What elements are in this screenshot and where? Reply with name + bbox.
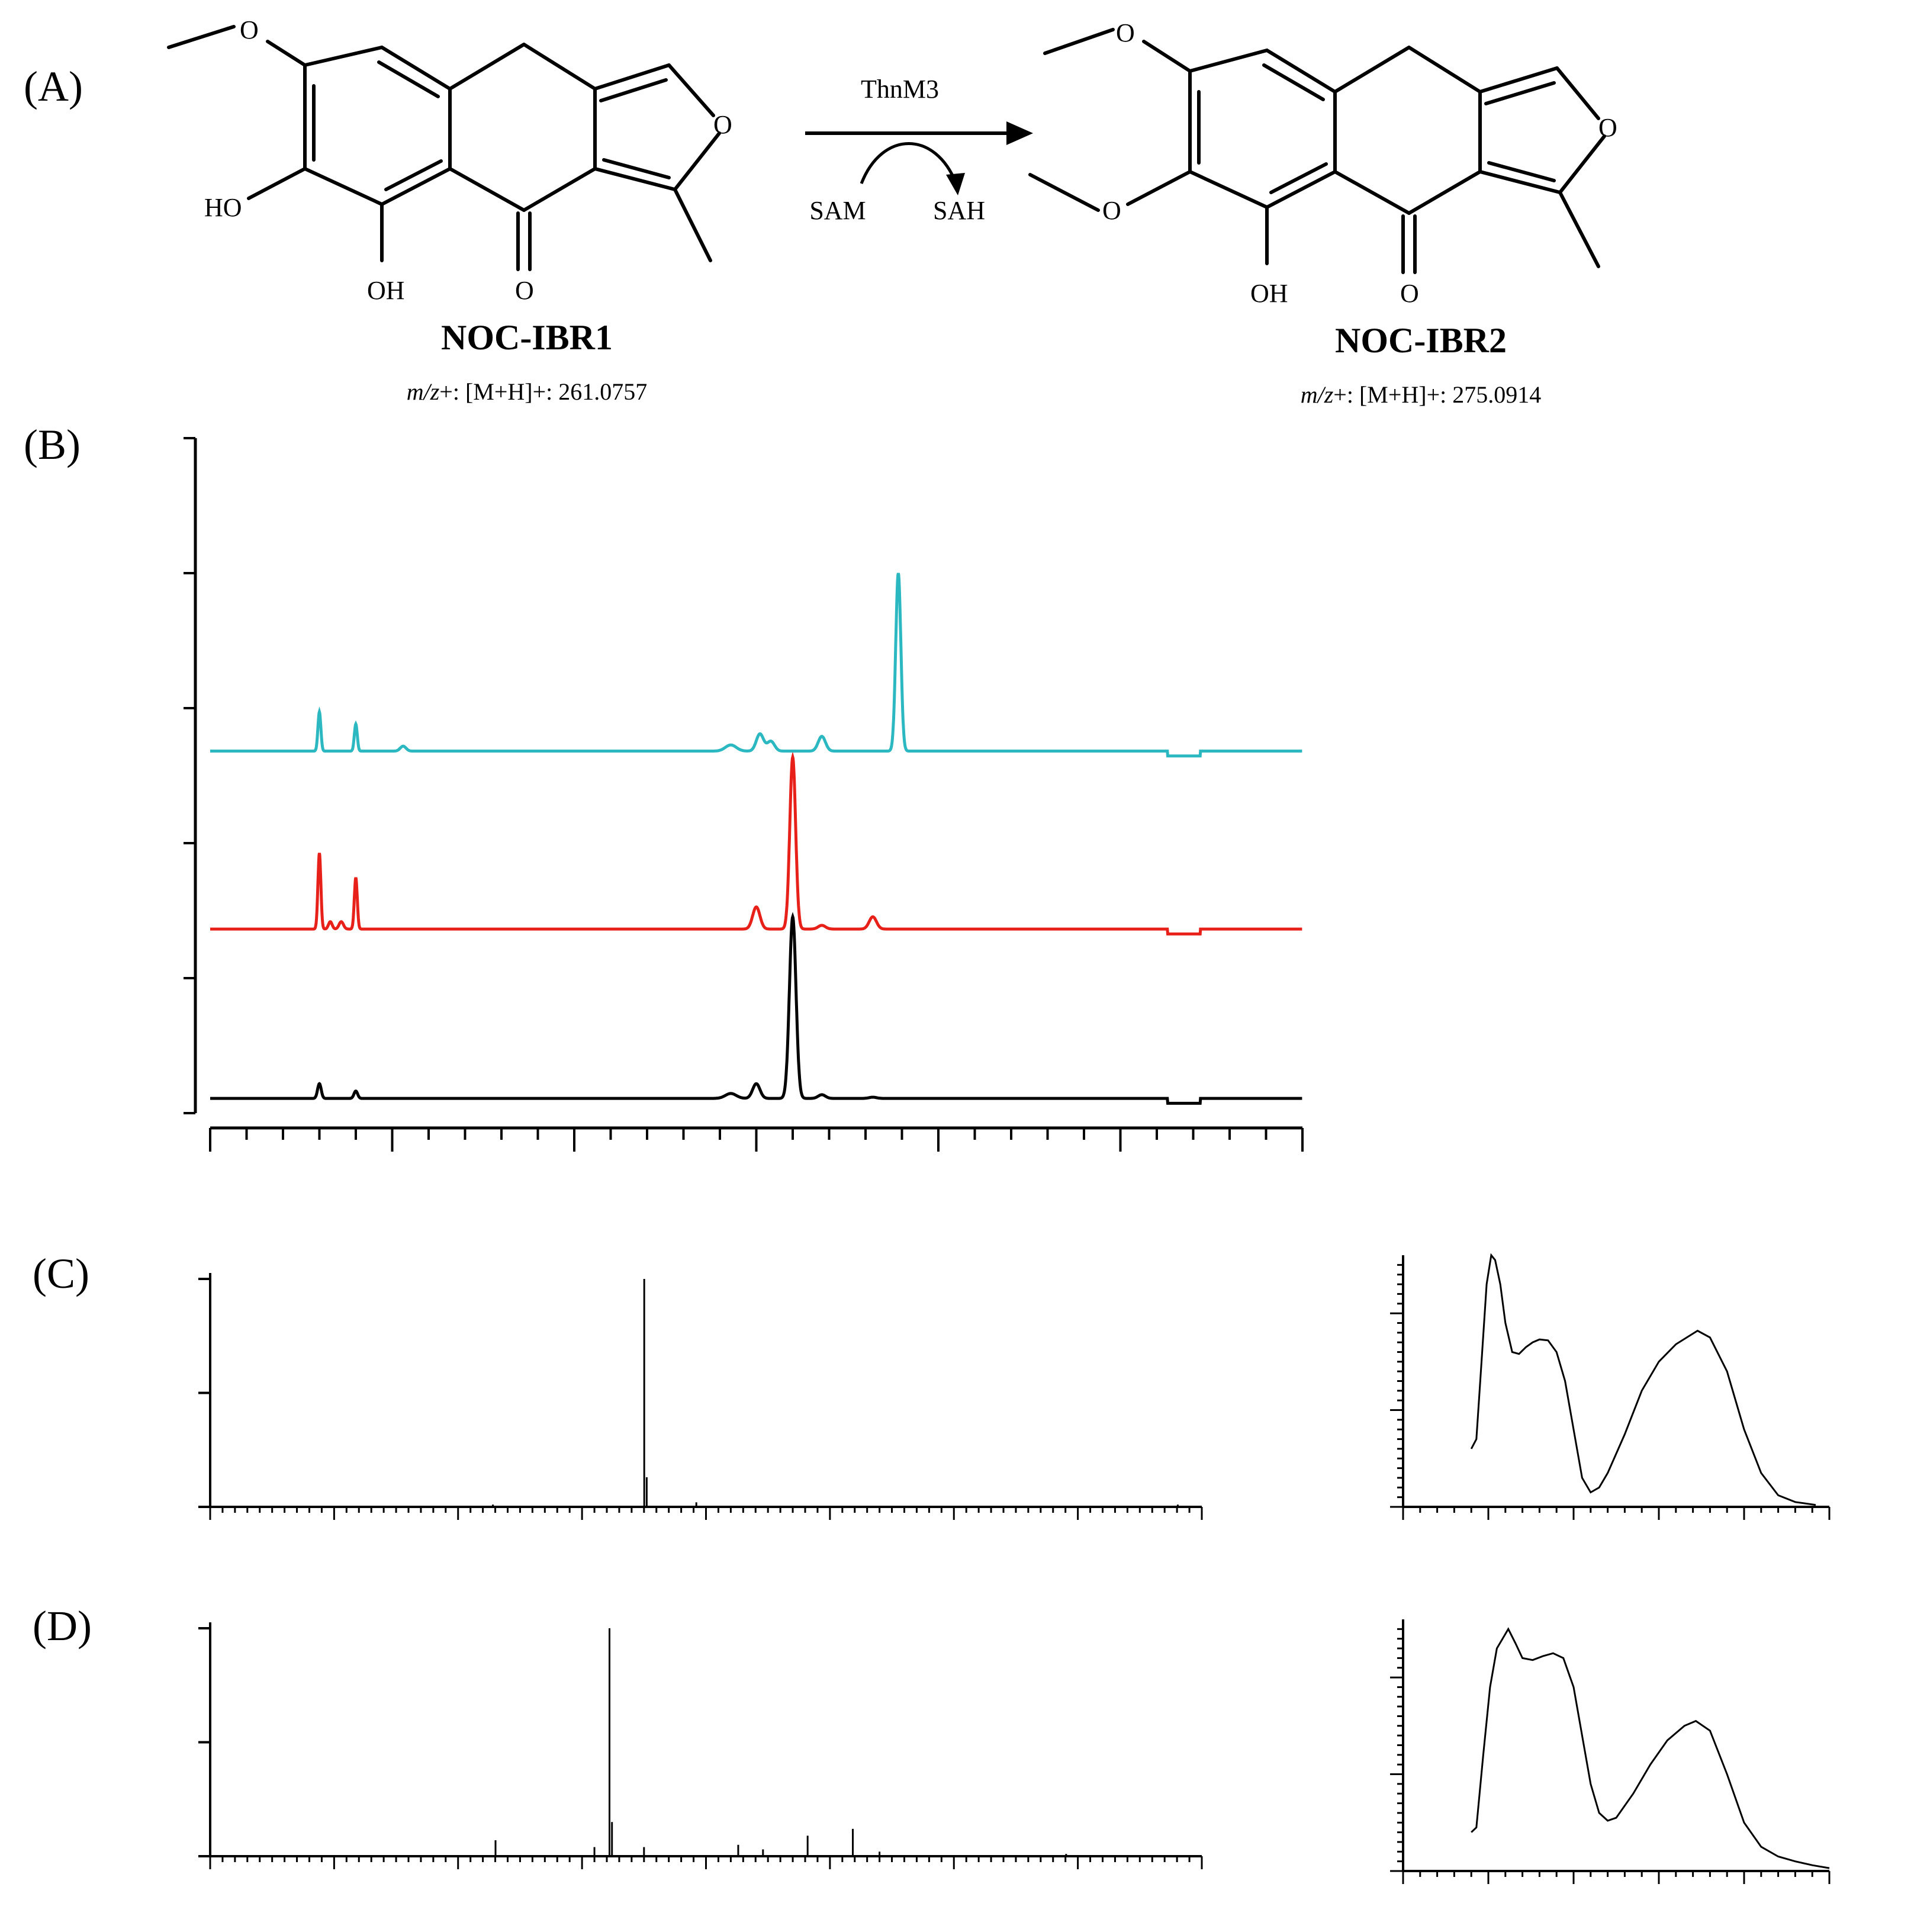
product-mz-label: m/z	[1301, 381, 1334, 408]
uv-spectrum-c	[1390, 1253, 1831, 1520]
product-oh-label: OH	[1250, 279, 1288, 308]
product-atom-labels: O O OH O O	[1102, 18, 1617, 308]
sam-label: SAM	[809, 196, 866, 225]
substrate-carbonyl-o: O	[515, 276, 534, 305]
panel-label-d: (D)	[33, 1602, 92, 1650]
ms-spectrum-c	[198, 1273, 1203, 1520]
product-structure	[1028, 28, 1606, 274]
ms-spectrum-d	[198, 1622, 1203, 1869]
product-mz: m/z+: [M+H]+: 275.0914	[1301, 381, 1542, 408]
reaction-arrow	[805, 121, 1033, 195]
trace-ii	[210, 751, 1302, 936]
substrate-mz-label: m/z	[407, 378, 440, 405]
uv-trace	[1470, 1253, 1816, 1506]
substrate-ring-o: O	[713, 110, 732, 139]
sah-label: SAH	[933, 196, 985, 225]
product-mz-value: +: [M+H]+: 275.0914	[1333, 381, 1541, 408]
uv-trace	[1471, 1627, 1830, 1869]
product-methoxy-o1: O	[1116, 18, 1135, 47]
panel-label-a: (A)	[24, 63, 83, 110]
product-methoxy-o2: O	[1102, 196, 1121, 225]
substrate-name: NOC-IBR1	[441, 318, 613, 357]
substrate-mz-value: +: [M+H]+: 261.0757	[439, 378, 647, 405]
hplc-chart	[184, 437, 1304, 1152]
uv-spectrum-d	[1390, 1619, 1831, 1884]
substrate-structure	[167, 25, 721, 271]
product-name: NOC-IBR2	[1335, 321, 1507, 360]
trace-i	[210, 912, 1302, 1105]
product-ring-o: O	[1598, 113, 1617, 142]
substrate-mz: m/z+: [M+H]+: 261.0757	[407, 378, 648, 405]
substrate-ho-label: HO	[204, 193, 242, 222]
panel-label-c: (C)	[33, 1250, 89, 1297]
substrate-atom-labels: O HO OH O O	[204, 15, 732, 305]
substrate-methoxy-o: O	[240, 15, 259, 44]
panel-label-b: (B)	[24, 421, 81, 468]
enzyme-label: ThnM3	[861, 75, 939, 104]
product-carbonyl-o: O	[1400, 279, 1419, 308]
substrate-oh-label: OH	[367, 276, 405, 305]
trace-iii	[210, 573, 1302, 758]
